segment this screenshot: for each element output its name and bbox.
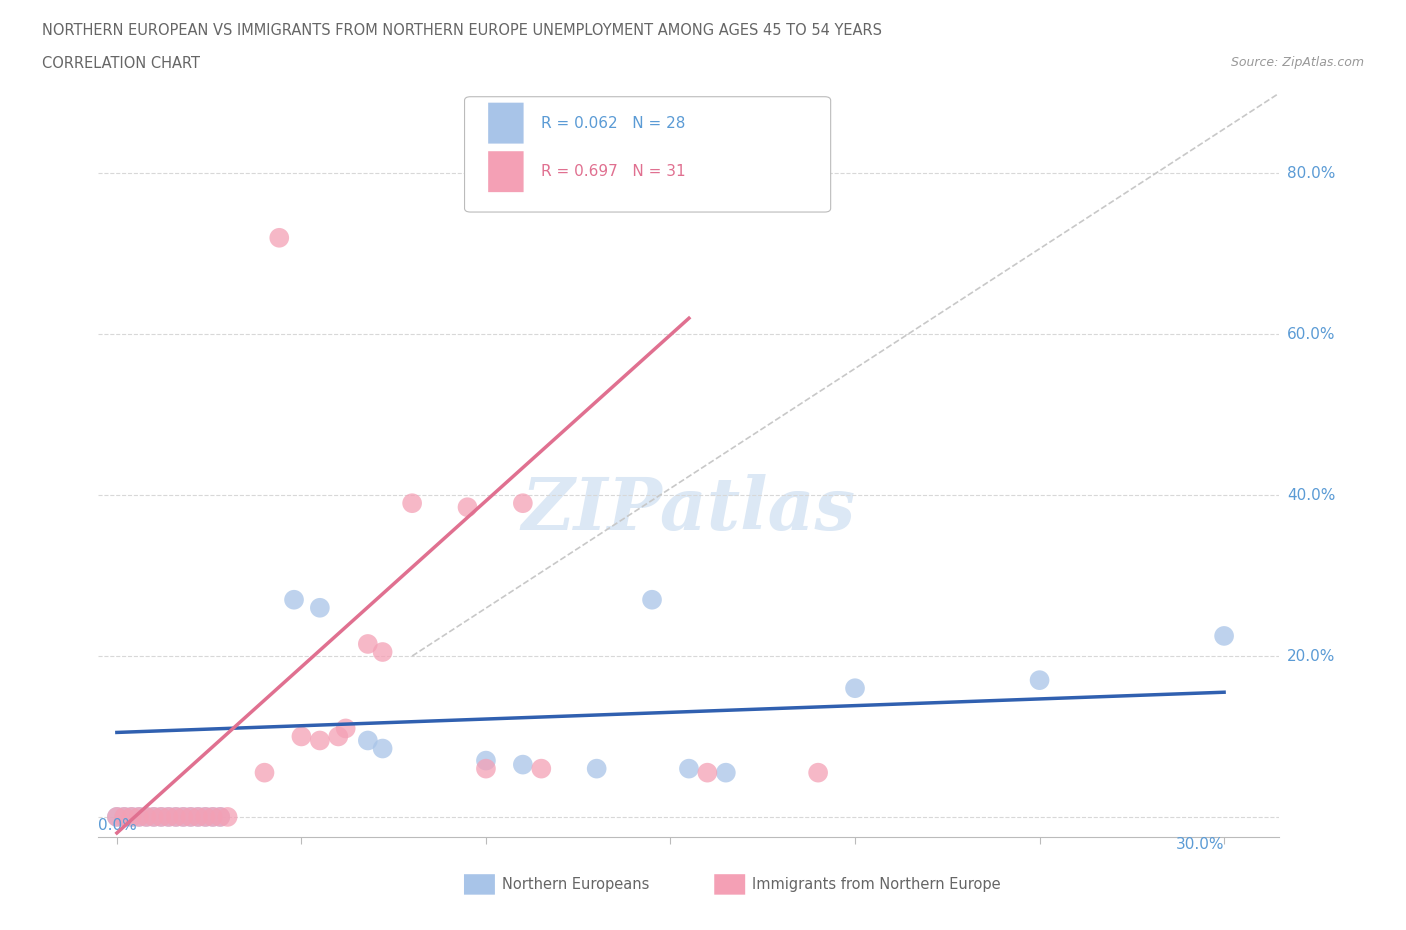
Point [128,809,150,824]
Point [512,496,534,511]
Point [180,809,202,824]
Point [121,809,143,824]
Point [165,809,187,824]
FancyBboxPatch shape [488,102,523,143]
Point [194,809,217,824]
Point [283,592,305,607]
Point [1028,672,1050,687]
Point [530,761,553,776]
Point [201,809,224,824]
Text: 20.0%: 20.0% [1286,648,1336,663]
Point [135,809,157,824]
Point [328,729,350,744]
Point [105,809,128,824]
Text: R = 0.062   N = 28: R = 0.062 N = 28 [541,115,686,130]
Point [157,809,180,824]
Point [290,729,312,744]
Point [105,809,128,824]
Point [121,809,143,824]
Point [194,809,217,824]
Text: Source: ZipAtlas.com: Source: ZipAtlas.com [1230,56,1364,69]
Point [475,753,498,768]
Point [357,636,380,651]
Point [142,809,165,824]
Point [187,809,209,824]
Text: Immigrants from Northern Europe: Immigrants from Northern Europe [752,877,1001,892]
Point [112,809,135,824]
Point [357,733,380,748]
Text: 40.0%: 40.0% [1286,487,1336,502]
Point [308,601,332,616]
Point [401,496,423,511]
Text: 0.0%: 0.0% [98,818,138,833]
Point [172,809,194,824]
Point [217,809,239,824]
Point [209,809,232,824]
Point [456,499,478,514]
Text: R = 0.697   N = 31: R = 0.697 N = 31 [541,165,686,179]
Point [371,644,394,659]
Point [150,809,173,824]
Point [714,765,737,780]
FancyBboxPatch shape [464,97,831,212]
Point [641,592,664,607]
Point [585,761,607,776]
Point [678,761,700,776]
Point [187,809,209,824]
Point [172,809,194,824]
Point [128,809,150,824]
Point [269,231,291,246]
Text: 30.0%: 30.0% [1175,837,1225,852]
Point [308,733,332,748]
Point [371,741,394,756]
Point [201,809,224,824]
Point [807,765,830,780]
Text: ZIPatlas: ZIPatlas [522,474,856,545]
Point [1213,629,1236,644]
FancyBboxPatch shape [488,152,523,193]
Point [142,809,165,824]
Point [512,757,534,772]
Text: 60.0%: 60.0% [1286,326,1336,342]
Text: 80.0%: 80.0% [1286,166,1336,181]
Text: Northern Europeans: Northern Europeans [502,877,650,892]
Point [112,809,135,824]
Point [180,809,202,824]
Point [844,681,866,696]
Point [475,761,498,776]
Point [335,721,357,736]
Text: CORRELATION CHART: CORRELATION CHART [42,56,200,71]
Point [165,809,187,824]
Point [253,765,276,780]
Point [157,809,180,824]
Point [696,765,718,780]
Point [135,809,157,824]
Point [209,809,232,824]
Point [150,809,173,824]
Text: NORTHERN EUROPEAN VS IMMIGRANTS FROM NORTHERN EUROPE UNEMPLOYMENT AMONG AGES 45 : NORTHERN EUROPEAN VS IMMIGRANTS FROM NOR… [42,23,882,38]
